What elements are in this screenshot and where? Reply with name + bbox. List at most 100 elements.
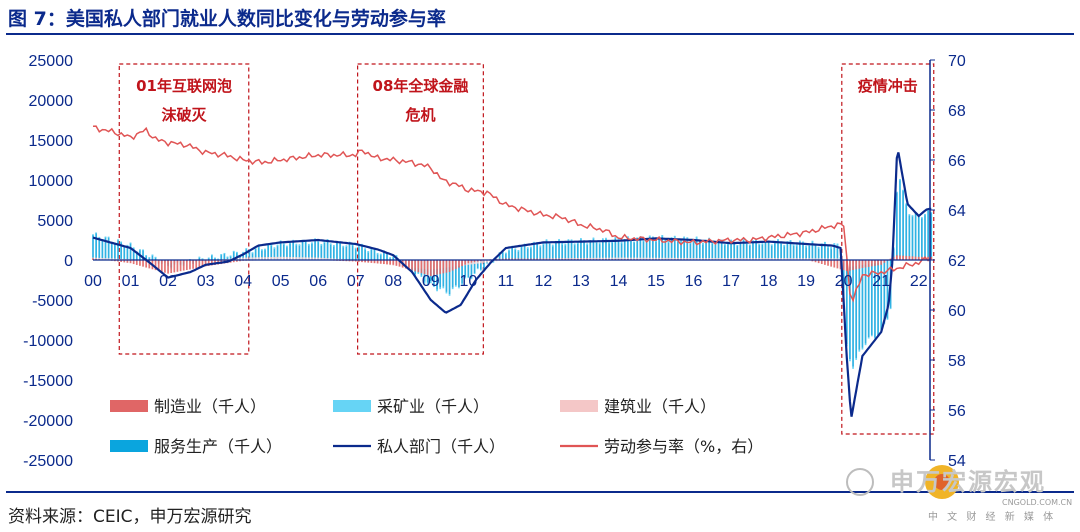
services-bar xyxy=(645,239,648,260)
manufacturing-bar xyxy=(576,258,579,260)
services-bar xyxy=(667,240,670,260)
x-axis-tick-label: 20 xyxy=(835,273,853,290)
manufacturing-bar xyxy=(179,260,182,272)
construction-bar xyxy=(307,257,310,260)
mining-bar xyxy=(354,247,357,250)
services-bar xyxy=(98,236,101,260)
services-bar xyxy=(564,244,567,260)
x-axis-tick-label: 21 xyxy=(872,273,890,290)
construction-bar xyxy=(808,258,811,260)
construction-bar xyxy=(792,258,795,260)
manufacturing-bar xyxy=(508,258,510,260)
manufacturing-bar xyxy=(520,258,523,260)
construction-bar xyxy=(748,258,751,260)
construction-bar xyxy=(317,257,320,260)
construction-bar xyxy=(720,258,723,260)
mining-bar xyxy=(870,334,873,337)
manufacturing-bar xyxy=(476,260,479,262)
mining-bar xyxy=(642,240,645,242)
manufacturing-bar xyxy=(874,260,876,266)
services-bar xyxy=(774,242,776,260)
services-bar xyxy=(620,242,623,260)
mining-bar xyxy=(542,242,545,245)
footer-divider xyxy=(6,491,1074,493)
manufacturing-bar xyxy=(170,260,173,273)
services-bar xyxy=(783,244,786,260)
x-axis-tick-label: 18 xyxy=(760,273,778,290)
construction-bar xyxy=(261,257,263,260)
mining-bar xyxy=(154,256,157,259)
mining-bar xyxy=(464,277,467,279)
services-bar xyxy=(670,237,673,260)
x-axis-tick-label: 03 xyxy=(197,273,215,290)
manufacturing-bar xyxy=(433,260,435,276)
mining-bar xyxy=(120,241,123,243)
manufacturing-bar xyxy=(451,260,454,271)
construction-bar xyxy=(107,258,110,260)
construction-bar xyxy=(780,258,782,260)
services-bar xyxy=(376,253,379,260)
manufacturing-bar xyxy=(236,260,238,262)
mining-bar xyxy=(270,243,273,246)
mining-bar xyxy=(930,211,933,214)
mining-bar xyxy=(245,248,248,250)
annotation-box xyxy=(841,63,935,435)
services-bar xyxy=(902,190,904,260)
watermark-site: CNGOLD.COM.CN xyxy=(1002,498,1073,507)
mining-bar xyxy=(805,245,807,248)
mining-bar xyxy=(864,343,867,346)
manufacturing-bar xyxy=(542,258,545,260)
services-bar xyxy=(736,245,739,260)
manufacturing-bar xyxy=(376,260,379,264)
construction-bar xyxy=(799,258,801,260)
manufacturing-bar xyxy=(858,260,861,269)
services-bar xyxy=(849,260,851,360)
manufacturing-bar xyxy=(849,260,851,271)
construction-bar xyxy=(295,257,298,260)
services-bar xyxy=(129,242,132,260)
manufacturing-bar xyxy=(210,260,213,266)
services-bar xyxy=(561,243,564,260)
mining-bar xyxy=(151,254,154,256)
construction-bar xyxy=(101,258,104,260)
construction-bar xyxy=(117,258,119,260)
services-bar xyxy=(314,239,316,260)
services-bar xyxy=(633,241,635,260)
services-bar xyxy=(539,246,542,260)
mining-bar xyxy=(661,235,664,237)
mining-bar xyxy=(467,277,470,279)
mining-bar xyxy=(777,239,779,241)
manufacturing-bar xyxy=(185,260,188,270)
right-axis-tick-label: 56 xyxy=(948,403,966,420)
construction-bar xyxy=(326,258,329,260)
manufacturing-bar xyxy=(192,260,194,269)
manufacturing-bar xyxy=(570,258,573,260)
legend-label-lfpr: 劳动参与率（%，右） xyxy=(604,437,763,456)
services-bar xyxy=(886,260,889,319)
manufacturing-bar xyxy=(411,260,413,271)
services-bar xyxy=(345,246,348,260)
manufacturing-bar xyxy=(182,260,185,271)
services-bar xyxy=(317,241,320,260)
mining-bar xyxy=(827,246,829,249)
construction-bar xyxy=(683,257,686,260)
services-bar xyxy=(210,254,213,260)
mining-bar xyxy=(332,244,335,247)
mining-bar xyxy=(442,286,445,289)
construction-bar xyxy=(817,258,820,260)
construction-bar xyxy=(614,257,617,260)
manufacturing-bar xyxy=(239,260,241,262)
construction-bar xyxy=(304,257,307,260)
mining-bar xyxy=(423,281,426,284)
services-bar xyxy=(148,257,151,260)
services-bar xyxy=(198,256,201,260)
services-bar xyxy=(117,239,119,260)
left-axis-tick-label: -10000 xyxy=(23,333,73,350)
services-bar xyxy=(673,235,676,260)
legend: 制造业（千人） 采矿业（千人） 建筑业（千人） 服务生产（千人） 私人部门（千人） 劳动参… xyxy=(110,397,763,456)
services-bar xyxy=(151,254,154,260)
services-bar xyxy=(251,252,254,260)
construction-bar xyxy=(645,257,648,260)
mining-bar xyxy=(564,243,567,246)
mining-bar xyxy=(295,243,298,246)
